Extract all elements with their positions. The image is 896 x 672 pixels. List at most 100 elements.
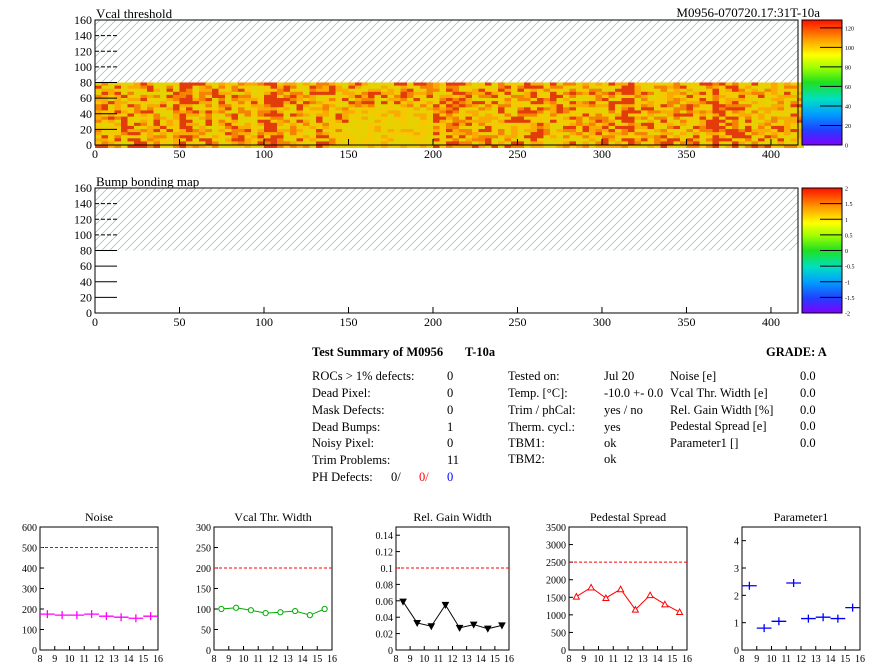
x-tick-label: 8 (394, 654, 399, 665)
x-tick-label: 9 (408, 654, 413, 665)
z-tick-label: 80 (845, 65, 851, 71)
z-tick-label: 0 (845, 249, 848, 255)
x-tick-label: 11 (781, 654, 791, 665)
summary-plot-1 (39, 526, 159, 651)
y-tick-label: 100 (74, 60, 92, 74)
y-tick-label: 100 (196, 605, 211, 616)
x-tick-label: 9 (581, 654, 586, 665)
data-point (455, 624, 464, 632)
y-tick-label: 0 (86, 306, 92, 320)
data-point (99, 612, 114, 621)
z-tick-label: 40 (845, 104, 851, 110)
plot-title: Noise (85, 510, 113, 524)
x-tick-label: 400 (762, 147, 780, 161)
data-point (815, 613, 831, 622)
y-tick-label: 160 (74, 181, 92, 195)
z-tick-label: 1.5 (845, 202, 853, 208)
y-tick-label: 120 (74, 212, 92, 226)
data-point (845, 603, 860, 612)
z-tick-label: 20 (845, 124, 851, 130)
x-tick-label: 9 (226, 654, 231, 665)
data-point (427, 623, 436, 631)
x-tick-label: 300 (593, 147, 611, 161)
x-tick-label: 14 (124, 654, 134, 665)
y-tick-label: 2 (734, 591, 739, 602)
y-tick-label: 0.04 (376, 613, 394, 624)
x-tick-label: 16 (504, 654, 514, 665)
x-tick-label: 8 (38, 654, 43, 665)
x-tick-label: 10 (594, 654, 604, 665)
z-tick-label: 60 (845, 85, 851, 91)
data-point (631, 605, 640, 613)
y-tick-label: 3 (734, 564, 739, 575)
y-tick-label: 0.14 (376, 531, 394, 542)
x-tick-label: 15 (138, 654, 148, 665)
data-point (399, 598, 407, 606)
x-tick-label: 12 (94, 654, 104, 665)
y-tick-label: 0 (561, 646, 566, 657)
data-point (675, 608, 684, 616)
data-point (292, 607, 299, 615)
y-tick-label: 400 (22, 564, 37, 575)
x-tick-label: 200 (424, 147, 442, 161)
y-tick-label: 200 (22, 605, 37, 616)
data-point (771, 617, 787, 626)
y-tick-label: 40 (80, 275, 92, 289)
x-tick-label: 50 (173, 147, 185, 161)
y-tick-label: 50 (201, 626, 211, 637)
plot-title: Vcal Thr. Width (234, 510, 311, 524)
data-point (587, 583, 595, 591)
plot-frame (741, 526, 861, 651)
y-tick-label: 0 (206, 646, 211, 657)
x-tick-label: 13 (109, 654, 119, 665)
x-tick-label: 0 (92, 147, 98, 161)
data-point (247, 607, 254, 614)
y-tick-label: 20 (80, 290, 92, 304)
x-tick-label: 8 (212, 654, 217, 665)
plot-title: Rel. Gain Width (413, 510, 491, 524)
x-tick-label: 15 (312, 654, 322, 665)
x-tick-label: 350 (677, 147, 695, 161)
x-tick-label: 13 (462, 654, 472, 665)
data-point (830, 614, 846, 623)
data-point (646, 591, 654, 599)
y-tick-label: 1500 (546, 593, 566, 604)
y-tick-label: 40 (80, 107, 92, 121)
module-id: M0956-070720.17:31T-10a (676, 5, 820, 20)
y-tick-label: 4 (734, 537, 739, 548)
heatmap-panel-2 (94, 187, 843, 314)
hatched-area (95, 188, 798, 251)
data-point (661, 600, 669, 608)
z-tick-label: 2 (845, 187, 848, 193)
y-tick-label: 250 (196, 544, 211, 555)
x-tick-label: 150 (339, 147, 357, 161)
x-tick-label: 15 (667, 654, 677, 665)
summary-plot-2 (213, 526, 333, 651)
z-tick-label: -0.5 (845, 265, 855, 271)
x-tick-label: 0 (92, 315, 98, 329)
x-tick-label: 250 (508, 147, 526, 161)
x-tick-label: 400 (762, 315, 780, 329)
z-tick-label: -2 (845, 312, 850, 318)
y-tick-label: 80 (80, 76, 92, 90)
x-tick-label: 13 (638, 654, 648, 665)
x-tick-label: 10 (767, 654, 777, 665)
x-tick-label: 10 (65, 654, 75, 665)
data-point (801, 614, 816, 623)
data-point (483, 625, 492, 633)
data-point (413, 619, 422, 627)
y-tick-label: 500 (22, 544, 37, 555)
data-point (54, 611, 70, 620)
y-tick-label: 100 (74, 228, 92, 242)
z-tick-label: 120 (845, 26, 854, 32)
x-tick-label: 16 (327, 654, 337, 665)
summary-plot-4 (568, 526, 688, 651)
x-tick-label: 8 (567, 654, 572, 665)
y-tick-label: 100 (22, 626, 37, 637)
y-tick-label: 140 (74, 29, 92, 43)
y-tick-label: 300 (22, 585, 37, 596)
plot-frame (395, 526, 510, 651)
z-tick-label: 0 (845, 144, 848, 150)
y-tick-label: 2000 (546, 576, 566, 587)
